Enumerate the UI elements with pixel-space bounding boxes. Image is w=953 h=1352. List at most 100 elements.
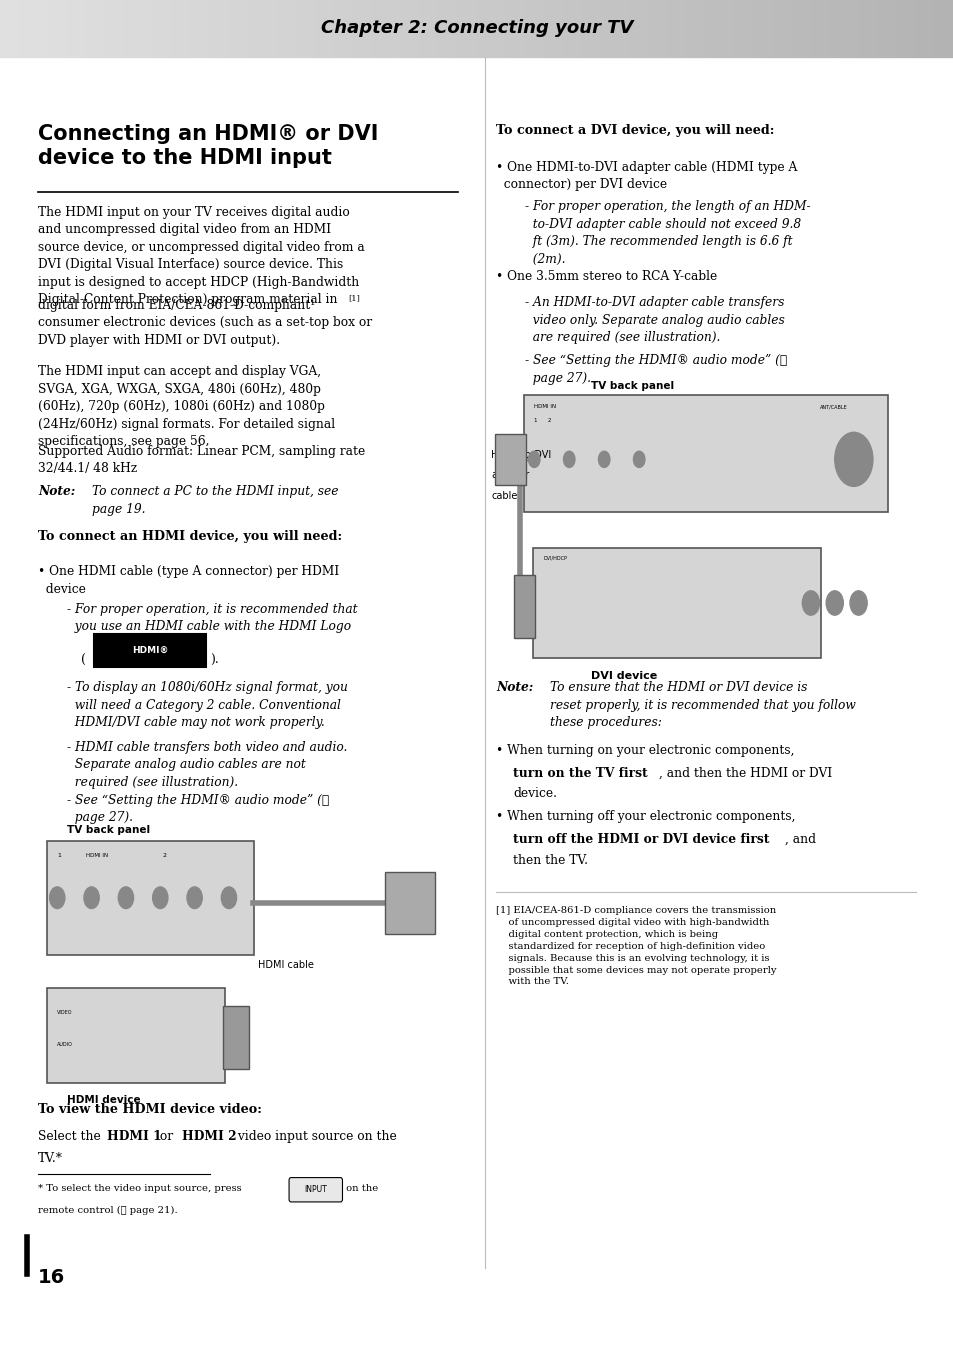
Bar xyxy=(210,0,219,57)
Bar xyxy=(38,0,48,57)
Bar xyxy=(648,0,658,57)
FancyBboxPatch shape xyxy=(495,434,525,485)
FancyBboxPatch shape xyxy=(385,872,435,934)
Bar xyxy=(305,0,314,57)
Text: • One HDMI cable (type A connector) per HDMI
  device: • One HDMI cable (type A connector) per … xyxy=(38,565,339,596)
Text: To connect a DVI device, you will need:: To connect a DVI device, you will need: xyxy=(496,124,774,138)
Bar xyxy=(29,0,38,57)
Text: TV back panel: TV back panel xyxy=(67,825,150,834)
Text: HDMI 2: HDMI 2 xyxy=(182,1130,236,1144)
Bar xyxy=(457,0,467,57)
Bar xyxy=(114,0,124,57)
Bar xyxy=(562,0,572,57)
Text: • When turning on your electronic components,: • When turning on your electronic compon… xyxy=(496,744,794,757)
Circle shape xyxy=(118,887,133,909)
Bar xyxy=(286,0,295,57)
Bar xyxy=(801,0,810,57)
Text: DVI device: DVI device xyxy=(591,671,657,680)
Bar xyxy=(295,0,305,57)
Bar xyxy=(67,0,76,57)
Text: To connect a PC to the HDMI input, see
page 19.: To connect a PC to the HDMI input, see p… xyxy=(91,485,337,516)
Circle shape xyxy=(84,887,99,909)
Bar xyxy=(257,0,267,57)
Text: remote control (☞ page 21).: remote control (☞ page 21). xyxy=(38,1206,177,1215)
Bar xyxy=(867,0,877,57)
Text: - For proper operation, it is recommended that
  you use an HDMI cable with the : - For proper operation, it is recommende… xyxy=(67,603,357,634)
Text: HDMI IN: HDMI IN xyxy=(86,853,108,859)
Bar xyxy=(915,0,924,57)
FancyBboxPatch shape xyxy=(47,841,253,955)
FancyBboxPatch shape xyxy=(533,548,821,658)
Bar xyxy=(924,0,934,57)
Text: Select the: Select the xyxy=(38,1130,105,1144)
Text: 1: 1 xyxy=(57,853,61,859)
FancyBboxPatch shape xyxy=(47,988,225,1083)
Circle shape xyxy=(528,452,539,468)
Bar xyxy=(362,0,372,57)
Bar xyxy=(95,0,105,57)
Text: ).: ). xyxy=(210,654,218,668)
Text: digital form from EIA/CEA-861-D-compliant¹
consumer electronic devices (such as : digital form from EIA/CEA-861-D-complian… xyxy=(38,299,372,347)
Text: , and then the HDMI or DVI: , and then the HDMI or DVI xyxy=(659,767,832,780)
Text: Note:: Note: xyxy=(496,681,533,695)
Text: TV back panel: TV back panel xyxy=(591,381,674,391)
Text: - HDMI cable transfers both video and audio.
  Separate analog audio cables are : - HDMI cable transfers both video and au… xyxy=(67,741,347,790)
Bar xyxy=(753,0,762,57)
Bar xyxy=(848,0,858,57)
Text: 2: 2 xyxy=(162,853,166,859)
Bar xyxy=(534,0,543,57)
Text: - For proper operation, the length of an HDM-
  to-DVI adapter cable should not : - For proper operation, the length of an… xyxy=(524,200,809,265)
Bar xyxy=(553,0,562,57)
Bar xyxy=(133,0,143,57)
Bar xyxy=(276,0,286,57)
Bar xyxy=(524,0,534,57)
Bar xyxy=(505,0,515,57)
Text: • When turning off your electronic components,: • When turning off your electronic compo… xyxy=(496,810,795,823)
Bar xyxy=(410,0,419,57)
Bar xyxy=(677,0,686,57)
FancyBboxPatch shape xyxy=(514,575,535,638)
Bar xyxy=(419,0,429,57)
Bar xyxy=(200,0,210,57)
Text: Chapter 2: Connecting your TV: Chapter 2: Connecting your TV xyxy=(320,19,633,38)
Text: VIDEO: VIDEO xyxy=(57,1010,72,1015)
Text: , and: , and xyxy=(784,833,815,846)
FancyBboxPatch shape xyxy=(223,1006,249,1069)
Text: turn off the HDMI or DVI device first: turn off the HDMI or DVI device first xyxy=(513,833,769,846)
Text: - To display an 1080i/60Hz signal format, you
  will need a Category 2 cable. Co: - To display an 1080i/60Hz signal format… xyxy=(67,681,347,730)
Text: • One 3.5mm stereo to RCA Y-cable: • One 3.5mm stereo to RCA Y-cable xyxy=(496,270,717,284)
Text: HDMI cable: HDMI cable xyxy=(257,960,314,969)
Circle shape xyxy=(834,433,872,487)
Bar xyxy=(667,0,677,57)
Text: HDMI®: HDMI® xyxy=(132,646,169,654)
Bar xyxy=(334,0,343,57)
Circle shape xyxy=(152,887,168,909)
Bar xyxy=(772,0,781,57)
Text: HDMI IN: HDMI IN xyxy=(534,404,556,410)
Text: [1] EIA/CEA-861-D compliance covers the transmission
    of uncompressed digital: [1] EIA/CEA-861-D compliance covers the … xyxy=(496,906,776,987)
Bar xyxy=(19,0,29,57)
Text: then the TV.: then the TV. xyxy=(513,854,588,868)
FancyBboxPatch shape xyxy=(523,395,887,512)
Circle shape xyxy=(221,887,236,909)
Circle shape xyxy=(801,591,819,615)
Bar xyxy=(438,0,448,57)
Bar xyxy=(781,0,791,57)
Bar xyxy=(343,0,353,57)
Bar xyxy=(381,0,391,57)
Text: The HDMI input on your TV receives digital audio
and uncompressed digital video : The HDMI input on your TV receives digit… xyxy=(38,206,365,306)
Bar xyxy=(467,0,476,57)
Bar xyxy=(705,0,715,57)
Bar xyxy=(314,0,324,57)
Bar xyxy=(172,0,181,57)
Circle shape xyxy=(187,887,202,909)
Bar xyxy=(696,0,705,57)
Bar xyxy=(86,0,95,57)
Text: 16: 16 xyxy=(38,1268,66,1287)
Bar xyxy=(581,0,591,57)
Bar xyxy=(324,0,334,57)
Bar xyxy=(267,0,276,57)
Text: [1]: [1] xyxy=(348,295,359,303)
Bar xyxy=(886,0,896,57)
Text: - An HDMI-to-DVI adapter cable transfers
  video only. Separate analog audio cab: - An HDMI-to-DVI adapter cable transfers… xyxy=(524,296,783,345)
